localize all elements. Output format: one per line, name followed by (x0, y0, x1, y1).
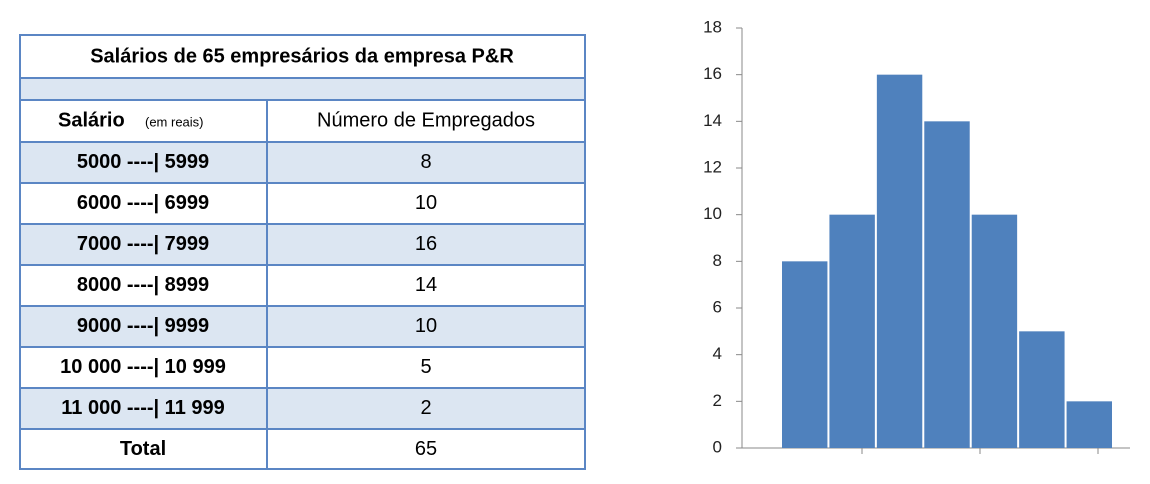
count-cell: 65 (415, 438, 437, 460)
bar (1019, 331, 1065, 448)
bar (924, 121, 970, 448)
y-tick-label: 0 (713, 437, 722, 456)
salary-cell: 6000 ----| 6999 (77, 192, 209, 214)
count-cell: 8 (420, 151, 431, 173)
count-cell: 10 (415, 315, 437, 337)
header-cell: Número de Empregados (317, 109, 535, 131)
y-tick-label: 18 (703, 17, 722, 36)
row-band (21, 306, 584, 347)
row-band (21, 388, 584, 429)
header-cell: Salário (58, 109, 125, 131)
table-title: Salários de 65 empresários da empresa P&… (90, 45, 514, 67)
salary-cell: 11 000 ----| 11 999 (61, 397, 225, 419)
salary-cell: 8000 ----| 8999 (77, 274, 209, 296)
bar (876, 74, 923, 449)
salary-cell: 10 000 ----| 10 999 (60, 356, 226, 378)
bar (1066, 401, 1112, 448)
salary-cell: 5000 ----| 5999 (77, 151, 209, 173)
y-tick-label: 10 (703, 204, 722, 223)
count-cell: 14 (415, 274, 437, 296)
y-tick-label: 8 (713, 251, 722, 270)
bar (829, 214, 875, 448)
count-cell: 16 (415, 233, 437, 255)
salary-cell: 9000 ----| 9999 (77, 315, 209, 337)
row-band (21, 224, 584, 265)
count-cell: 5 (420, 356, 431, 378)
y-tick-label: 14 (703, 111, 722, 130)
header-unit: (em reais) (145, 114, 204, 129)
y-tick-label: 2 (713, 391, 722, 410)
y-tick-label: 6 (713, 297, 722, 316)
row-band (21, 142, 584, 183)
bar (971, 214, 1018, 448)
table-spacer (21, 78, 584, 100)
y-tick-label: 12 (703, 157, 722, 176)
y-tick-label: 16 (703, 64, 722, 83)
bar (782, 261, 828, 448)
salary-cell: Total (120, 438, 166, 460)
count-cell: 10 (415, 192, 437, 214)
salary-cell: 7000 ----| 7999 (77, 233, 209, 255)
count-cell: 2 (420, 397, 431, 419)
y-tick-label: 4 (713, 344, 722, 363)
